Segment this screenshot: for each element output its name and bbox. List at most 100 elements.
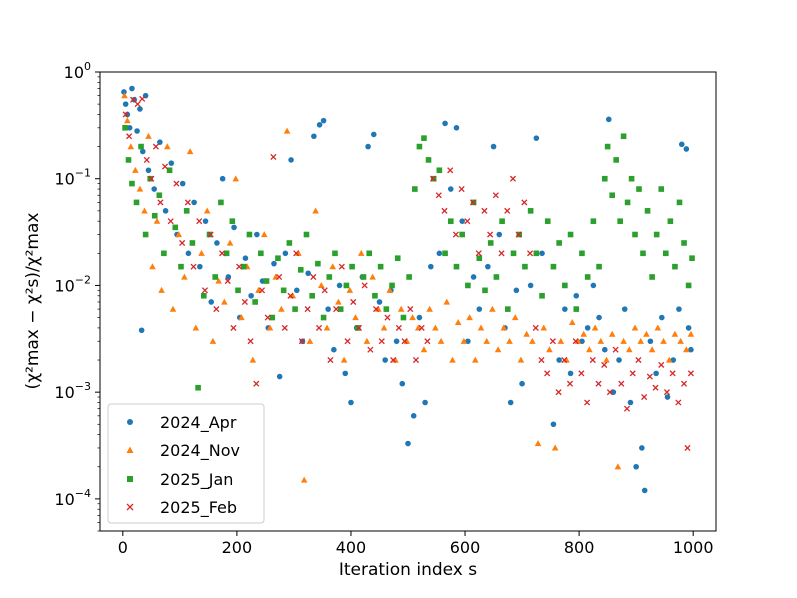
data-point-series-0 [459, 218, 465, 224]
data-point-series-2 [406, 274, 412, 280]
data-point-series-2 [394, 255, 401, 261]
data-point-series-2 [663, 250, 669, 257]
data-point-series-1 [529, 337, 536, 344]
data-point-series-0 [139, 148, 146, 155]
data-point-series-0 [507, 399, 514, 406]
data-point-series-3 [327, 356, 334, 364]
data-point-series-3 [441, 207, 448, 214]
data-point-series-1 [683, 346, 690, 353]
data-point-series-3 [190, 263, 197, 270]
data-point-series-3 [315, 324, 323, 331]
data-point-series-0 [422, 399, 428, 406]
data-point-series-2 [573, 306, 580, 312]
data-point-series-2 [601, 175, 608, 182]
data-point-series-2 [166, 167, 173, 174]
data-point-series-2 [218, 199, 224, 206]
data-point-series-3 [418, 324, 425, 331]
data-point-series-2 [252, 299, 258, 305]
data-point-series-2 [447, 218, 454, 224]
data-point-series-3 [595, 380, 602, 387]
data-point-series-2 [672, 263, 678, 270]
data-point-series-3 [213, 306, 220, 313]
data-point-series-3 [424, 338, 431, 345]
data-point-series-3 [509, 175, 517, 182]
data-point-series-1 [335, 298, 342, 305]
data-point-series-1 [198, 249, 205, 256]
y-axis-label: (χ²max − χ²s)/χ²max [23, 213, 43, 390]
data-point-series-3 [687, 370, 694, 377]
data-point-series-2 [482, 287, 488, 294]
data-point-series-1 [149, 263, 156, 270]
data-point-series-1 [608, 330, 616, 337]
data-point-series-0 [231, 224, 237, 231]
data-point-series-0 [641, 487, 648, 494]
data-point-series-0 [271, 260, 277, 267]
data-point-series-0 [248, 292, 254, 299]
data-point-series-2 [212, 274, 219, 280]
data-point-series-1 [318, 282, 325, 289]
data-point-series-1 [477, 324, 485, 331]
data-point-series-3 [549, 338, 556, 345]
data-point-series-2 [303, 231, 310, 238]
data-point-series-2 [366, 250, 373, 257]
data-point-series-1 [660, 337, 667, 344]
data-point-series-0 [676, 306, 682, 312]
data-point-series-3 [618, 380, 625, 387]
data-point-series-2 [556, 240, 562, 246]
data-point-series-3 [492, 192, 499, 199]
data-point-series-1 [420, 346, 428, 353]
data-point-series-1 [141, 207, 148, 214]
data-point-series-3 [646, 373, 653, 380]
data-point-series-0 [316, 122, 323, 128]
data-point-series-2 [400, 314, 407, 321]
data-point-series-0 [122, 101, 129, 107]
legend-label: 2024_Nov [160, 441, 240, 461]
data-point-series-1 [121, 92, 128, 99]
data-point-series-0 [348, 399, 354, 406]
legend-item-2025-jan: 2025_Jan [127, 470, 233, 490]
data-point-series-1 [175, 231, 183, 238]
data-point-series-0 [370, 131, 377, 138]
data-point-series-0 [382, 357, 388, 363]
data-point-series-3 [652, 384, 659, 391]
data-point-series-3 [122, 111, 129, 118]
data-point-series-1 [494, 346, 502, 353]
data-point-series-3 [521, 199, 528, 206]
data-point-series-2 [315, 260, 321, 267]
data-point-series-2 [590, 218, 597, 224]
data-point-series-0 [436, 250, 443, 257]
data-point-series-2 [201, 292, 207, 299]
data-point-series-2 [138, 143, 144, 150]
data-point-series-2 [617, 218, 623, 224]
data-point-series-0 [470, 274, 477, 280]
data-point-series-2 [246, 231, 253, 238]
data-point-series-0 [179, 180, 186, 187]
data-point-series-1 [643, 330, 650, 337]
data-point-series-0 [242, 255, 249, 261]
x-tick-label: 0 [118, 538, 128, 557]
data-point-series-3 [658, 361, 665, 368]
data-point-series-2 [223, 250, 230, 257]
data-point-series-0 [197, 263, 203, 270]
data-point-series-3 [532, 324, 539, 331]
data-point-series-2 [453, 263, 460, 270]
data-point-series-0 [539, 250, 545, 257]
data-point-series-1 [665, 356, 673, 363]
data-point-series-3 [629, 370, 636, 377]
data-point-series-1 [517, 356, 525, 363]
data-point-series-2 [206, 231, 213, 238]
data-point-series-0 [208, 299, 215, 305]
data-point-series-1 [466, 314, 473, 321]
data-point-series-2 [337, 306, 344, 312]
data-point-series-3 [355, 324, 363, 331]
data-point-series-2 [349, 263, 355, 270]
data-point-series-1 [145, 132, 152, 139]
data-point-series-1 [363, 337, 371, 344]
data-point-series-2 [416, 143, 423, 150]
data-point-series-2 [360, 274, 367, 280]
data-point-series-2 [286, 240, 293, 246]
data-point-series-0 [410, 413, 417, 419]
data-point-series-2 [263, 278, 270, 284]
x-tick-label: 600 [450, 538, 481, 557]
data-point-series-0 [653, 370, 659, 377]
